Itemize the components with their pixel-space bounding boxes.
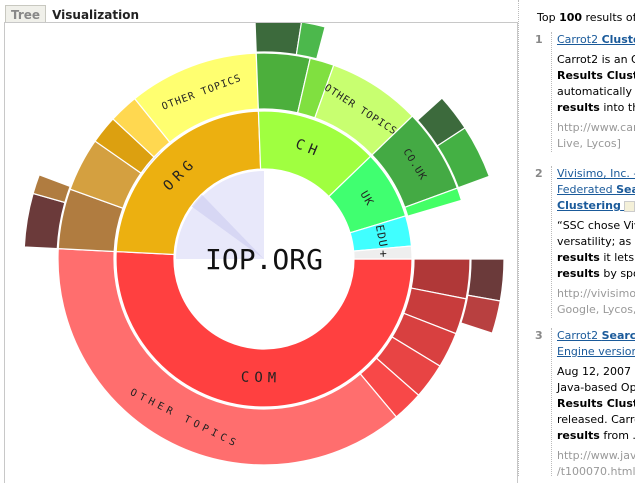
ring1-label: EDU <box>373 224 390 249</box>
snippet-text: into ther <box>603 101 635 114</box>
snippet-line: Java-based Oper <box>557 380 635 396</box>
ring3-segment[interactable] <box>436 127 491 189</box>
snippet-text: “SSC chose Vivisi <box>557 219 635 232</box>
snippet-bold: results <box>557 429 600 442</box>
result-title-link[interactable]: Carrot2 Search <box>557 328 635 344</box>
result-url: http://vivisimo.co <box>557 287 635 300</box>
ring1-segment[interactable] <box>115 110 262 256</box>
snippet-text: released. Carrot2 <box>557 413 635 426</box>
snippet-line: Carrot2 is an Ope <box>557 52 635 68</box>
ring2-segment[interactable] <box>404 187 463 217</box>
result-number: 2 <box>535 167 543 180</box>
snippet-bold: results <box>557 101 600 114</box>
header-text: results of a <box>585 11 635 24</box>
ring3-segment[interactable] <box>467 258 505 302</box>
center-label: IOP.ORG <box>205 243 323 276</box>
snippet-text: from ... <box>603 429 635 442</box>
result-body: Vivisimo, Inc. - ErFederated SearcCluste… <box>551 166 635 318</box>
result-sources: /t100070.html <box>557 465 635 476</box>
snippet-line: Results Cluster <box>557 68 635 84</box>
snippet-text: Aug 12, 2007 ... <box>557 365 635 378</box>
snippet-line: Aug 12, 2007 ... <box>557 364 635 380</box>
result-title-link[interactable]: Engine version 2. <box>557 344 635 360</box>
ring1-label: + <box>376 250 390 258</box>
title-text: Carrot2 <box>557 33 602 46</box>
title-text-bold: Searc <box>616 183 635 196</box>
ring1-segment[interactable] <box>353 245 413 260</box>
result-url: http://www.carro <box>557 121 635 134</box>
result-title-link[interactable]: Vivisimo, Inc. - Er <box>557 166 635 182</box>
snippet-line: automatically org <box>557 84 635 100</box>
snippet-bold: results <box>557 251 600 264</box>
ring3-segment[interactable] <box>295 23 326 60</box>
ring3-segment[interactable] <box>254 23 302 56</box>
tab-tree[interactable]: Tree <box>5 5 47 23</box>
ring1-segment[interactable] <box>115 250 413 408</box>
result-sources: Live, Lycos] <box>557 137 621 150</box>
header-text: Top <box>537 11 560 24</box>
result-body: Carrot2 Clusteri Carrot2 is an Ope Results… <box>551 32 635 152</box>
title-text-bold: Clustering <box>557 199 621 212</box>
title-text: Engine version 2. <box>557 345 635 358</box>
snippet-line: results by spotli <box>557 266 635 282</box>
snippet-line: Results Cluster <box>557 396 635 412</box>
title-text: Vivisimo, Inc. - Er <box>557 167 635 180</box>
ring3-segment[interactable] <box>460 294 501 334</box>
result-url: http://www.java <box>557 449 635 462</box>
results-header: Top 100 results of a <box>537 10 635 26</box>
ring1-label: COM <box>241 369 282 386</box>
cache-icon[interactable] <box>624 200 635 212</box>
snippet-text: versatility; as we <box>557 235 635 248</box>
snippet-bold: Results Cluster <box>557 397 635 410</box>
snippet-line: versatility; as we <box>557 234 635 250</box>
result-title-link[interactable]: Federated Searc <box>557 182 635 198</box>
result-body: Carrot2 SearchEngine version 2.Aug 12, 2… <box>551 328 635 476</box>
result-number: 3 <box>535 329 543 342</box>
snippet-text: it lets us <box>603 251 635 264</box>
snippet-line: results from ... <box>557 428 635 444</box>
result-number: 1 <box>535 33 543 46</box>
snippet-text: automatically org <box>557 85 635 98</box>
tab-visualization[interactable]: Visualization <box>46 5 145 23</box>
snippet-text: by spotli <box>603 267 635 280</box>
ring2-segment[interactable] <box>57 248 398 466</box>
snippet-line: results it lets us <box>557 250 635 266</box>
snippet-bold: Results Cluster <box>557 69 635 82</box>
result-title-link[interactable]: Carrot2 Clusteri <box>557 32 635 48</box>
snippet-line: released. Carrot2 <box>557 412 635 428</box>
result-count: 100 <box>559 11 583 24</box>
title-text: Carrot2 <box>557 329 602 342</box>
snippet-text: Java-based Oper <box>557 381 635 394</box>
snippet-line: results into ther <box>557 100 635 116</box>
title-text: Federated <box>557 183 617 196</box>
title-text-bold: Clusteri <box>601 33 635 46</box>
snippet-text: Carrot2 is an Ope <box>557 53 635 66</box>
snippet-line: “SSC chose Vivisi <box>557 218 635 234</box>
visualization-panel: COM ORG CH UK EDU + OTHER TOPICS OTHER TOPICS OT… <box>4 22 518 483</box>
result-sources: Google, Lycos, W <box>557 303 635 316</box>
title-text-bold: Search <box>601 329 635 342</box>
ring3-segment[interactable] <box>32 174 71 204</box>
view-tabs: Tree Visualization <box>5 5 145 23</box>
snippet-bold: results <box>557 267 600 280</box>
result-title-link[interactable]: Clustering <box>557 198 635 214</box>
